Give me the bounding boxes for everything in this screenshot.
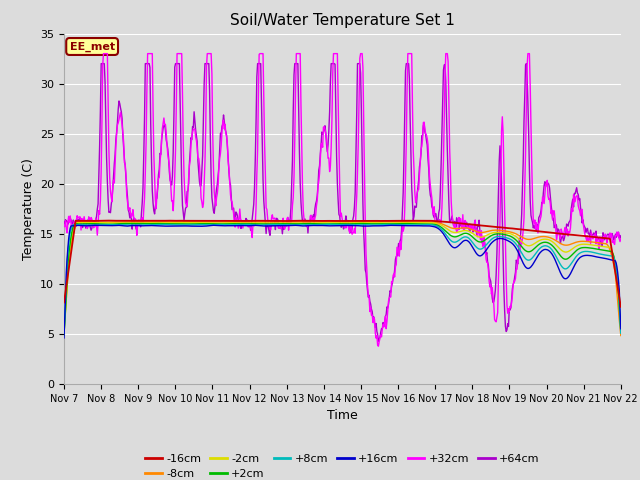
Text: EE_met: EE_met xyxy=(70,41,115,52)
Title: Soil/Water Temperature Set 1: Soil/Water Temperature Set 1 xyxy=(230,13,455,28)
X-axis label: Time: Time xyxy=(327,409,358,422)
Y-axis label: Temperature (C): Temperature (C) xyxy=(22,158,35,260)
Legend: -16cm, -8cm, -2cm, +2cm, +8cm, +16cm, +32cm, +64cm: -16cm, -8cm, -2cm, +2cm, +8cm, +16cm, +3… xyxy=(141,449,544,480)
